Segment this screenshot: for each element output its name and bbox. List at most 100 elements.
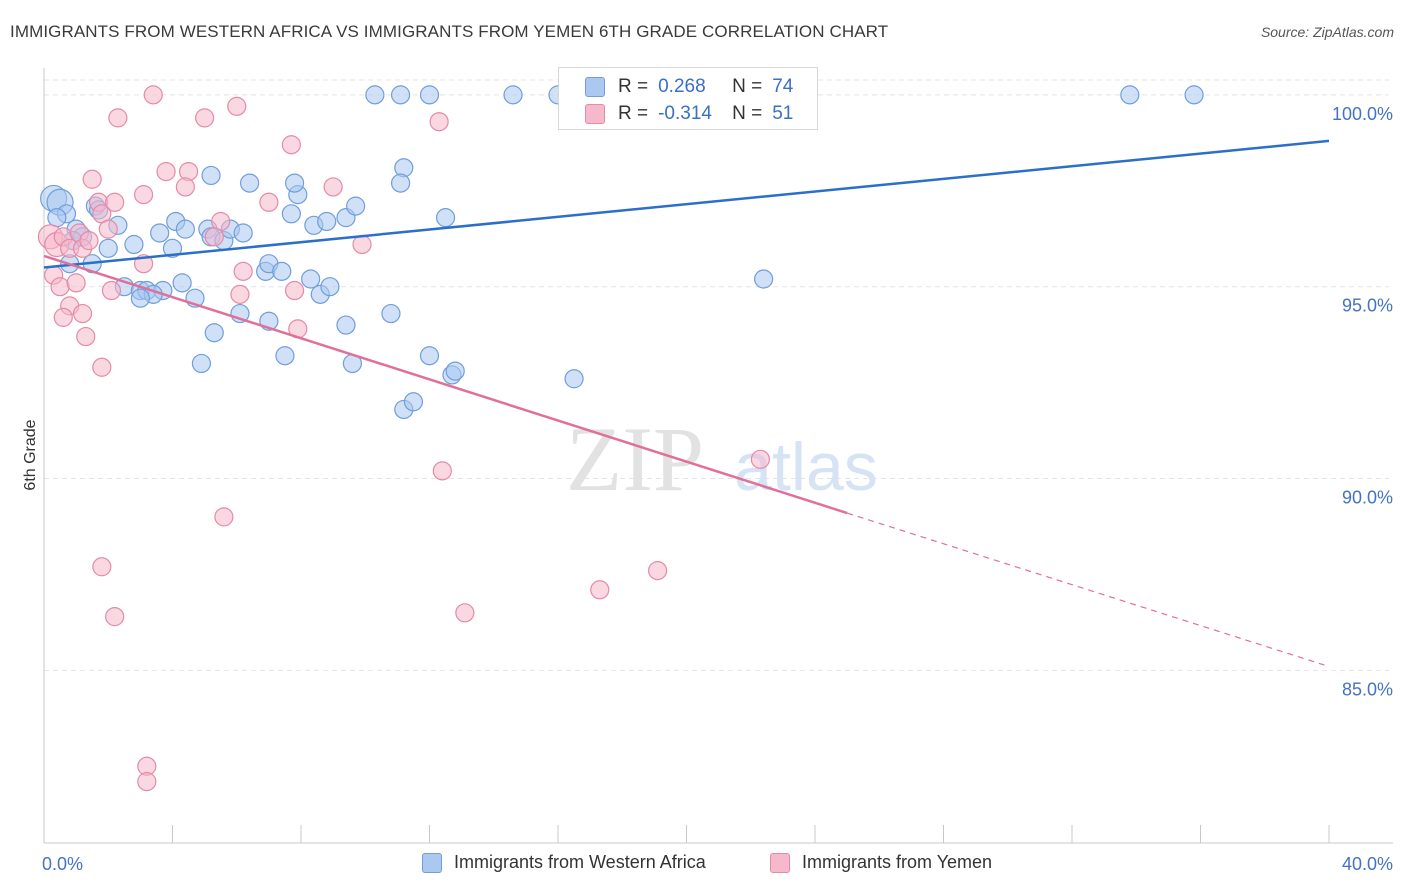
data-point [101,280,122,301]
legend-item-yemen: Immigrants from Yemen [770,852,992,873]
data-point [191,353,212,374]
chart-title: IMMIGRANTS FROM WESTERN AFRICA VS IMMIGR… [10,22,889,41]
data-point [66,273,86,293]
data-point [390,173,411,193]
stats-swatch-pink [585,104,605,124]
data-point [381,303,401,324]
data-point [82,169,102,189]
data-point [284,173,305,193]
data-point [284,280,305,301]
data-point [137,772,157,792]
data-point [156,161,176,182]
data-point [365,85,385,105]
data-point [429,112,449,132]
data-point [105,607,125,627]
data-point [47,208,67,228]
data-point [143,85,163,105]
trend-lines [43,139,1330,668]
r-value: -0.314 [658,103,712,124]
data-point [172,273,192,293]
data-point [564,369,584,389]
data-point [352,234,372,255]
data-point [317,211,337,232]
data-point [432,461,452,481]
series-legend: Immigrants from Western Africa Immigrant… [0,852,1406,878]
r-value: 0.268 [658,76,706,97]
data-point [503,85,523,105]
data-point [419,85,440,105]
data-point [346,196,366,216]
legend-label-western-africa: Immigrants from Western Africa [454,852,706,872]
x-tick-label: 0.0% [42,854,83,874]
r-label: R = [618,103,649,124]
trend-line-yemen [43,254,848,515]
legend-label-yemen: Immigrants from Yemen [802,852,993,872]
data-point [336,315,356,335]
y-tick-label: 85.0% [1342,679,1393,699]
data-point [301,269,321,289]
trend-line-yemen-extrapolated [846,512,1330,668]
data-point [323,177,343,197]
data-point [195,108,215,128]
data-point [162,238,183,258]
data-point [124,234,144,255]
stats-legend: R = 0.268 N = 74 R = -0.314 N = 51 [558,67,818,130]
x-tick-label: 40.0% [1342,854,1393,874]
data-point [233,261,253,281]
data-point [150,223,170,243]
data-point [227,96,247,116]
data-point [214,507,234,527]
data-point [320,277,340,297]
data-point [233,223,253,243]
data-point [753,269,774,289]
data-point [133,185,154,205]
legend-swatch-pink [770,852,790,873]
series-western-africa-points [40,85,1204,420]
data-point [76,326,96,347]
data-point [750,449,770,469]
data-point [1184,85,1204,105]
data-point [92,557,112,577]
data-point [445,361,465,381]
data-point [230,284,250,304]
data-point [204,323,224,343]
data-point [50,277,70,297]
data-point [201,165,221,186]
data-point [98,219,118,239]
data-point [204,227,224,247]
data-point [275,346,295,366]
watermark-zip: ZIP [566,408,704,510]
data-point [72,303,93,324]
legend-item-western-africa: Immigrants from Western Africa [422,852,706,873]
data-point [419,346,440,366]
data-point [98,238,118,258]
r-label: R = [618,76,649,97]
stats-row-western-africa: R = 0.268 N = 74 [585,74,794,100]
y-tick-label: 90.0% [1342,488,1393,508]
y-axis-title: 6th Grade [22,419,39,490]
axes [43,68,1393,844]
n-value: 51 [772,103,794,124]
data-point [105,192,125,212]
n-value: 74 [772,76,794,97]
data-point [92,357,112,377]
data-point [175,219,195,239]
n-label: N = [732,76,763,97]
trend-line-western-africa [43,139,1330,269]
series-yemen-points [37,85,770,792]
data-point [53,307,73,327]
stats-swatch-blue [585,77,605,97]
grid-lines [44,79,1389,671]
data-point [240,173,260,193]
n-label: N = [732,103,763,124]
watermark: ZIP atlas [566,408,878,510]
data-point [108,108,128,128]
y-tick-label: 95.0% [1342,296,1393,316]
data-point [281,204,301,224]
data-point [590,580,610,600]
data-point [455,603,475,623]
data-point [281,135,301,155]
data-point [272,261,292,281]
source-credit: Source: ZipAtlas.com [1260,24,1394,40]
